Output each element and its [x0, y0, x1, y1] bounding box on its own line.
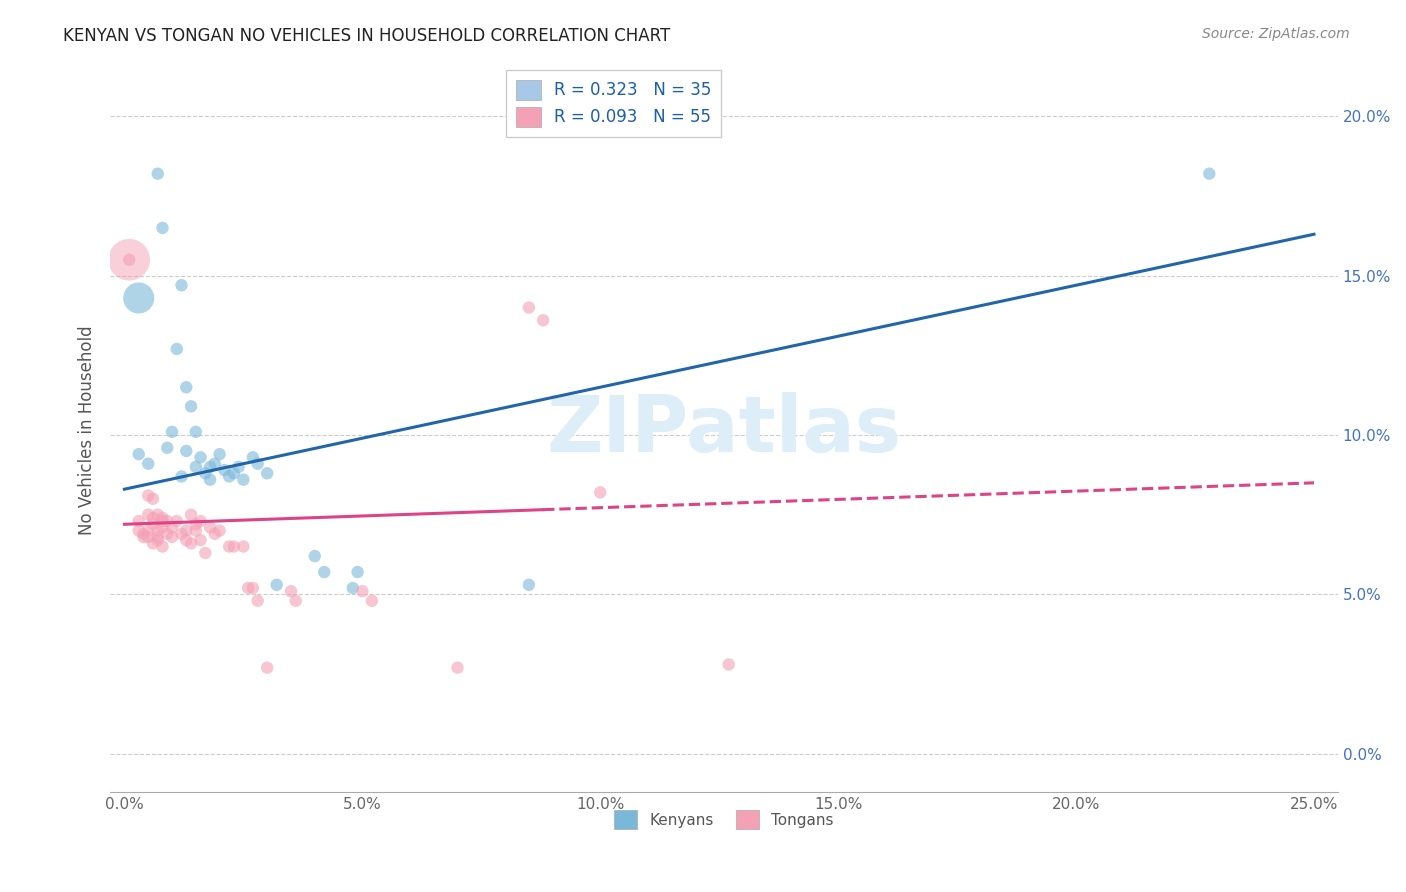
Point — [208, 447, 231, 461]
Text: KENYAN VS TONGAN NO VEHICLES IN HOUSEHOLD CORRELATION CHART: KENYAN VS TONGAN NO VEHICLES IN HOUSEHOL… — [63, 27, 671, 45]
Point — [266, 578, 288, 592]
Point — [166, 342, 188, 356]
Point — [589, 485, 612, 500]
Point — [214, 463, 236, 477]
Point — [517, 301, 540, 315]
Point — [190, 533, 212, 548]
Point — [128, 447, 150, 461]
Y-axis label: No Vehicles in Household: No Vehicles in Household — [79, 326, 96, 535]
Point — [190, 514, 212, 528]
Point — [232, 540, 254, 554]
Point — [242, 450, 264, 465]
Point — [146, 533, 169, 548]
Point — [246, 457, 269, 471]
Point — [136, 530, 159, 544]
Point — [342, 581, 364, 595]
Point — [174, 444, 197, 458]
Point — [128, 291, 150, 305]
Point — [146, 167, 169, 181]
Point — [284, 593, 307, 607]
Point — [184, 425, 207, 439]
Point — [222, 467, 245, 481]
Point — [232, 473, 254, 487]
Point — [156, 526, 179, 541]
Point — [136, 457, 159, 471]
Point — [166, 514, 188, 528]
Point — [180, 400, 202, 414]
Point — [146, 530, 169, 544]
Point — [152, 511, 174, 525]
Point — [152, 540, 174, 554]
Point — [142, 536, 165, 550]
Point — [160, 530, 183, 544]
Point — [118, 252, 141, 267]
Point — [236, 581, 259, 595]
Point — [170, 278, 193, 293]
Point — [170, 469, 193, 483]
Point — [184, 524, 207, 538]
Point — [190, 450, 212, 465]
Point — [314, 565, 336, 579]
Point — [142, 511, 165, 525]
Point — [136, 524, 159, 538]
Point — [142, 517, 165, 532]
Point — [156, 514, 179, 528]
Point — [242, 581, 264, 595]
Point — [174, 380, 197, 394]
Point — [218, 540, 240, 554]
Point — [280, 584, 302, 599]
Point — [717, 657, 740, 672]
Point — [170, 526, 193, 541]
Point — [152, 220, 174, 235]
Point — [346, 565, 368, 579]
Point — [132, 530, 155, 544]
Point — [222, 540, 245, 554]
Text: ZIPatlas: ZIPatlas — [547, 392, 901, 468]
Point — [198, 459, 221, 474]
Point — [146, 508, 169, 522]
Point — [136, 489, 159, 503]
Point — [152, 520, 174, 534]
Point — [218, 469, 240, 483]
Point — [128, 524, 150, 538]
Point — [531, 313, 554, 327]
Point — [304, 549, 326, 563]
Point — [256, 661, 278, 675]
Point — [446, 661, 468, 675]
Point — [152, 514, 174, 528]
Point — [146, 524, 169, 538]
Point — [194, 467, 217, 481]
Point — [1198, 167, 1220, 181]
Text: Source: ZipAtlas.com: Source: ZipAtlas.com — [1202, 27, 1350, 41]
Point — [180, 508, 202, 522]
Point — [142, 491, 165, 506]
Point — [208, 524, 231, 538]
Point — [517, 578, 540, 592]
Point — [352, 584, 374, 599]
Point — [174, 533, 197, 548]
Point — [184, 459, 207, 474]
Point — [228, 459, 250, 474]
Point — [256, 467, 278, 481]
Point — [198, 520, 221, 534]
Point — [246, 593, 269, 607]
Point — [160, 425, 183, 439]
Point — [160, 520, 183, 534]
Point — [360, 593, 382, 607]
Point — [128, 514, 150, 528]
Point — [180, 536, 202, 550]
Point — [136, 508, 159, 522]
Point — [204, 526, 226, 541]
Point — [118, 252, 141, 267]
Point — [184, 517, 207, 532]
Point — [156, 441, 179, 455]
Point — [204, 457, 226, 471]
Point — [194, 546, 217, 560]
Point — [174, 524, 197, 538]
Point — [198, 473, 221, 487]
Legend: Kenyans, Tongans: Kenyans, Tongans — [607, 804, 841, 835]
Point — [132, 526, 155, 541]
